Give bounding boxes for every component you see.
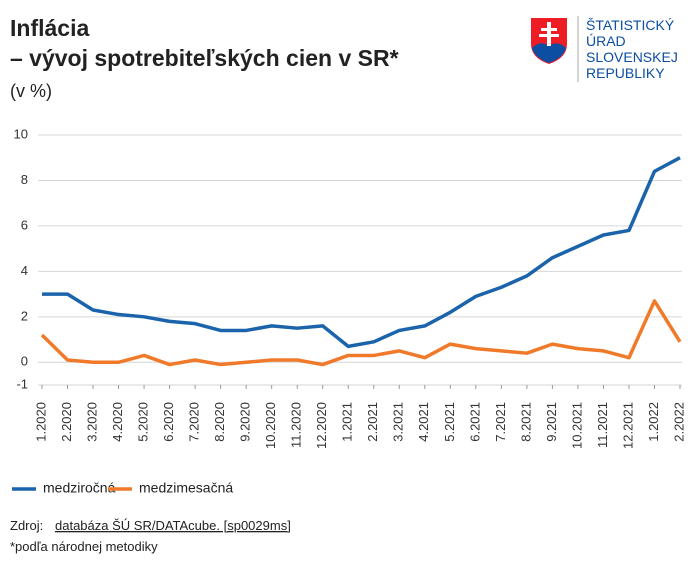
x-tick-label: 11.2020 <box>289 402 304 448</box>
logo-cross <box>539 22 559 46</box>
x-tick-label: 10.2021 <box>569 402 584 449</box>
y-tick-label: 10 <box>14 126 28 141</box>
logo: ŠTATISTICKÝ ÚRAD SLOVENSKEJ REPUBLIKY <box>531 16 678 82</box>
y-tick-label: 4 <box>21 263 28 278</box>
y-tick-label: 0 <box>21 354 28 369</box>
source-prefix: Zdroj: <box>10 518 43 533</box>
x-tick-label: 6.2021 <box>467 402 482 442</box>
x-tick-label: 11.2021 <box>595 402 610 448</box>
logo-text: SLOVENSKEJ <box>586 49 678 65</box>
x-tick-label: 4.2021 <box>416 402 431 442</box>
unit-label: (v %) <box>10 81 52 101</box>
source-link[interactable]: databáza ŠÚ SR/DATAcube. [sp0029ms] <box>55 518 291 533</box>
x-tick-label: 8.2021 <box>518 402 533 442</box>
x-tick-label: 3.2021 <box>391 402 406 442</box>
x-tick-label: 12.2021 <box>620 402 635 449</box>
x-tick-label: 5.2020 <box>136 402 151 442</box>
x-tick-label: 9.2021 <box>544 402 559 442</box>
y-tick-label: 2 <box>21 308 28 323</box>
x-tick-label: 1.2021 <box>340 402 355 442</box>
x-tick-label: 10.2020 <box>263 402 278 449</box>
x-tick-label: 12.2020 <box>314 402 329 449</box>
y-tick-label: -1 <box>16 376 28 391</box>
x-tick-label: 4.2020 <box>110 402 125 442</box>
x-tick-label: 8.2020 <box>212 402 227 442</box>
plot: -1 0 2 4 6 8 10 1.2020 2.2020 3.2020 4.2020 5.2020 6… <box>12 126 686 496</box>
x-tick-label: 1.2020 <box>33 402 48 442</box>
legend-label: medzimesačná <box>139 480 233 496</box>
series-line <box>40 299 682 367</box>
x-tick-label: 1.2022 <box>646 402 661 442</box>
x-tick-label: 2.2021 <box>365 402 380 442</box>
logo-hills <box>532 43 566 63</box>
x-tick-label: 3.2020 <box>84 402 99 442</box>
logo-text: ŠTATISTICKÝ <box>586 17 675 33</box>
legend-label: medziročná <box>43 480 116 496</box>
x-tick-label: 5.2021 <box>442 402 457 442</box>
x-tick-label: 2.2022 <box>671 402 686 442</box>
logo-text: REPUBLIKY <box>586 65 665 81</box>
series-line <box>42 156 681 349</box>
x-tick-label: 6.2020 <box>161 402 176 442</box>
y-tick-label: 8 <box>21 172 28 187</box>
x-tick-label: 2.2020 <box>59 402 74 442</box>
chart-subtitle: – vývoj spotrebiteľských cien v SR* <box>10 45 399 71</box>
logo-text: ÚRAD <box>586 33 626 49</box>
y-tick-label: 6 <box>21 217 28 232</box>
x-tick-label: 7.2021 <box>493 402 508 442</box>
chart-title: Inflácia <box>10 15 89 41</box>
x-tick-label: 7.2020 <box>187 402 202 442</box>
footnote: *podľa národnej metodiky <box>10 539 158 554</box>
x-tick-label: 9.2020 <box>238 402 253 442</box>
